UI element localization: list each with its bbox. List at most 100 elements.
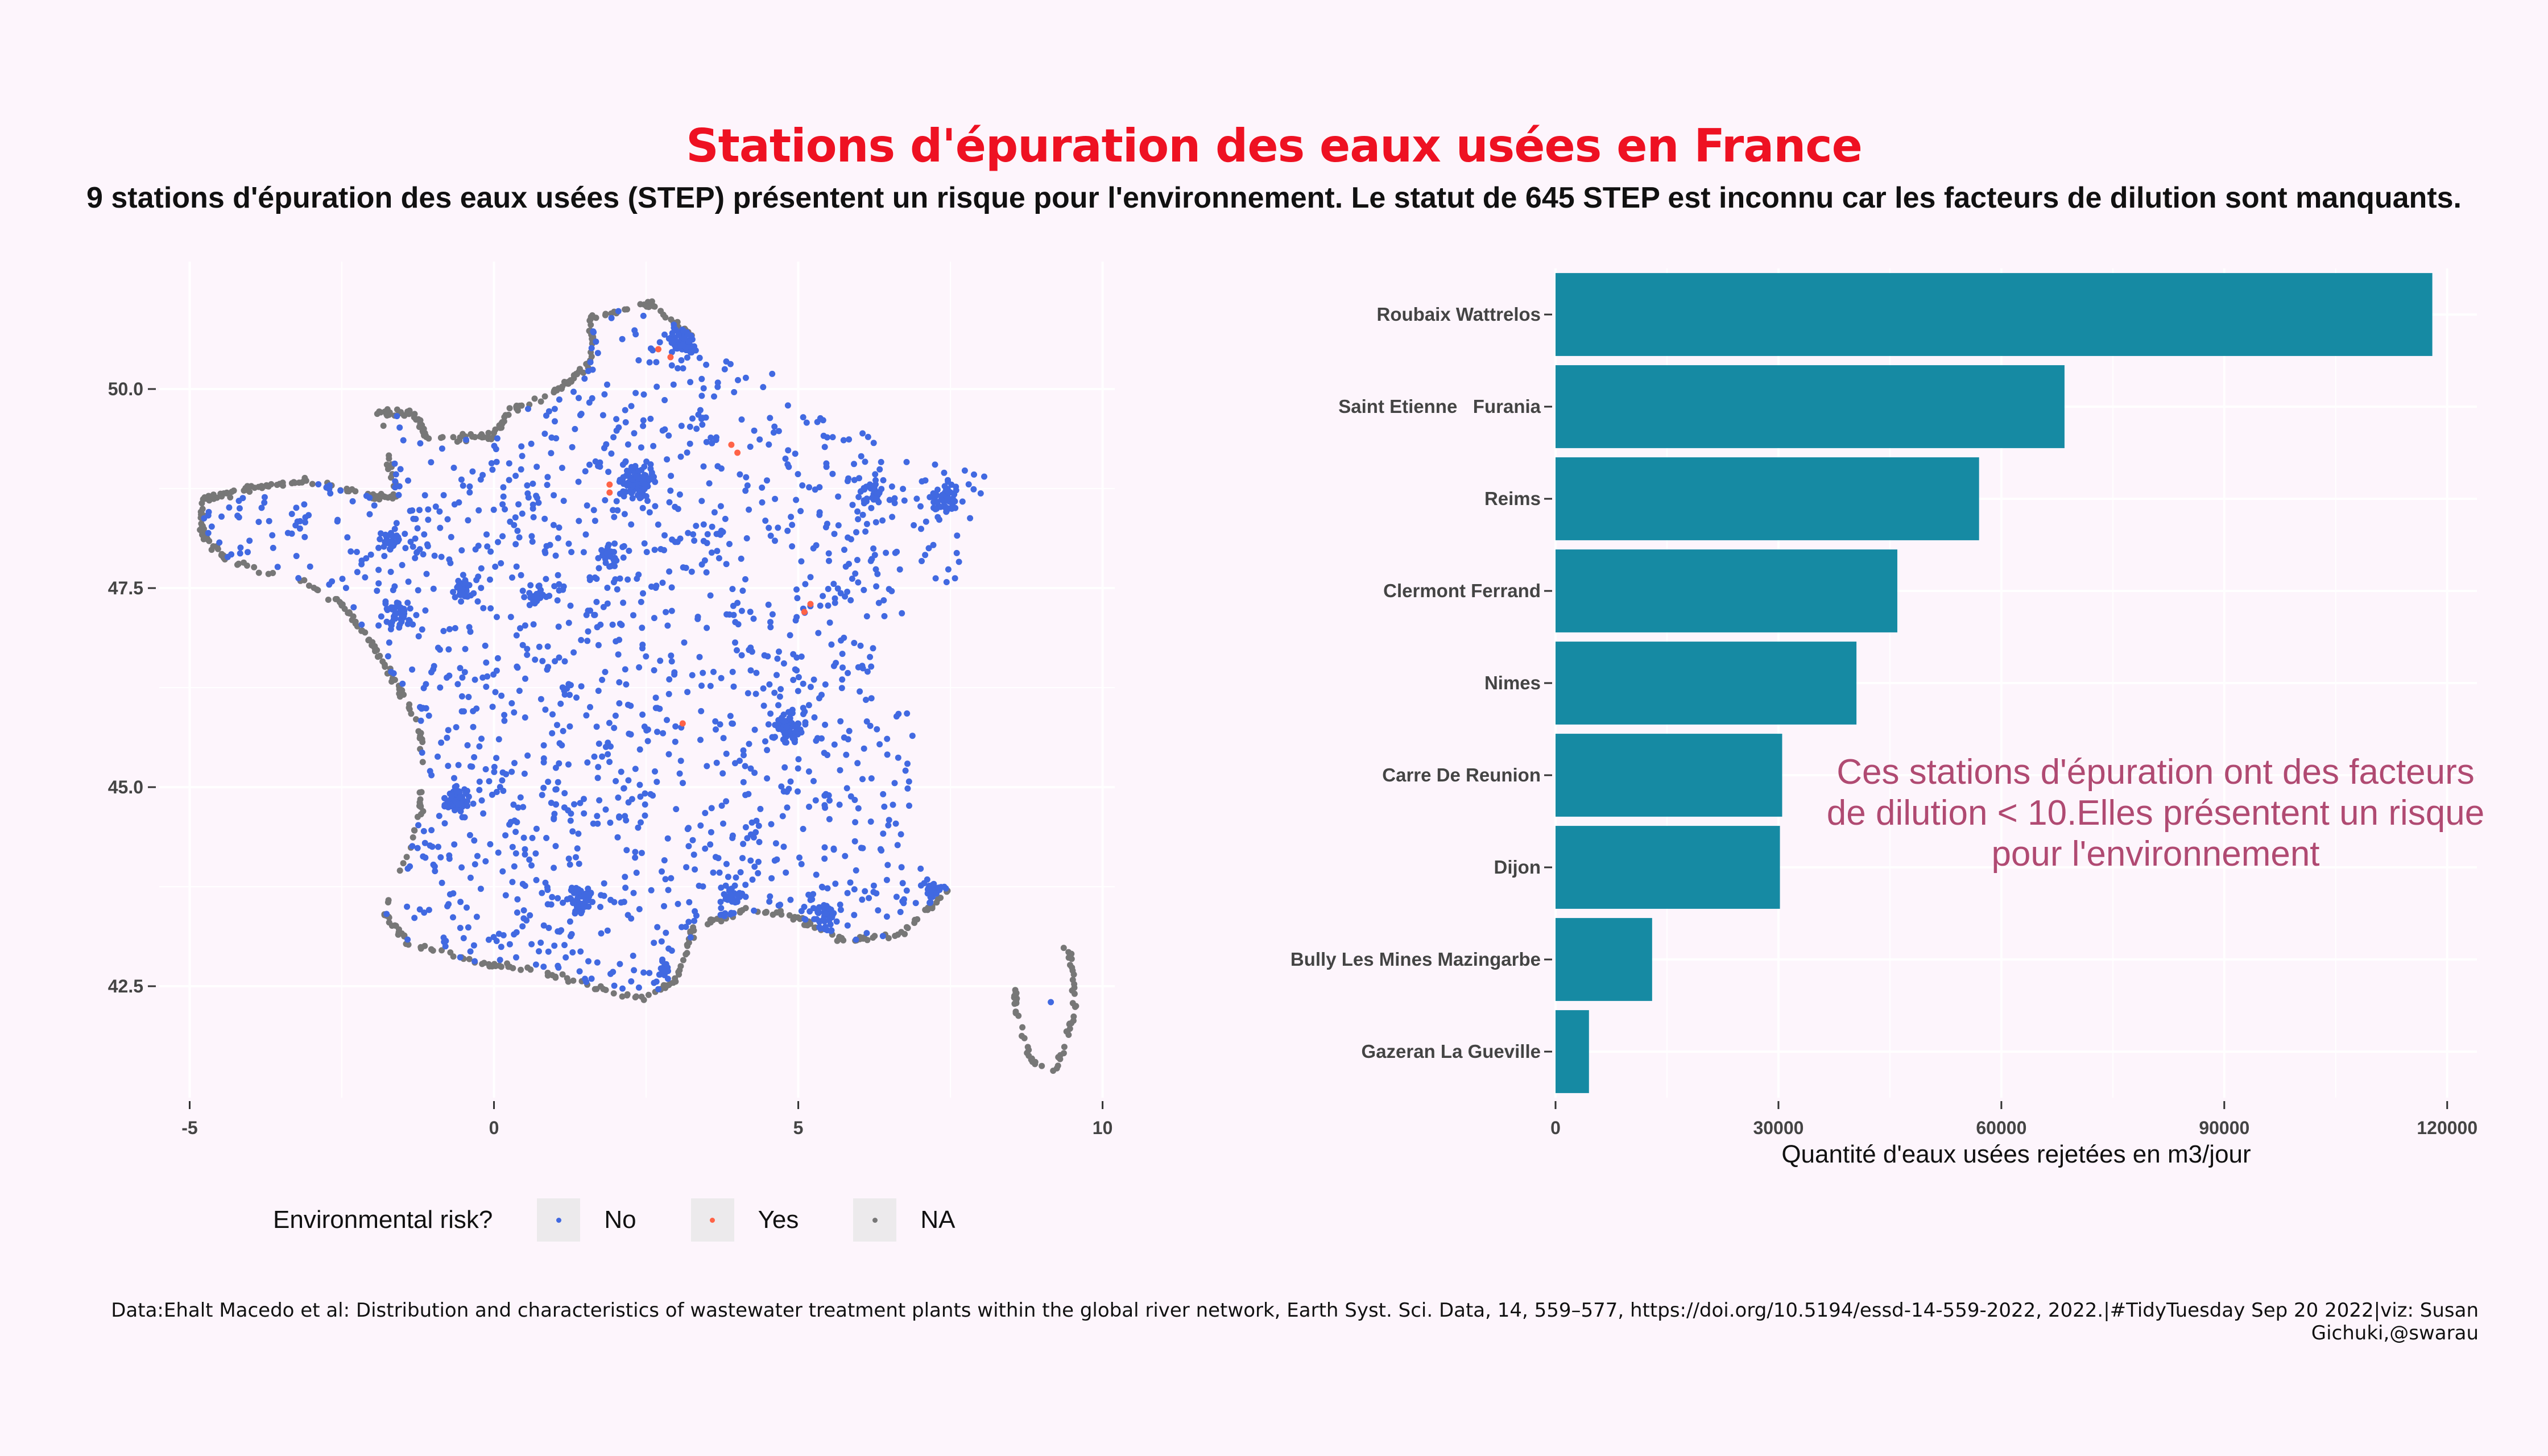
map-point-na (911, 920, 918, 926)
map-point-no (384, 653, 391, 660)
map-point-no (690, 531, 697, 537)
map-point-no (455, 762, 462, 768)
map-point-no (905, 778, 912, 785)
map-point-no (700, 463, 707, 470)
map-point-no (534, 595, 540, 602)
map-point-no (870, 496, 877, 503)
map-point-no (404, 599, 411, 606)
map-point-no (461, 669, 468, 676)
map-point-no (708, 805, 715, 812)
map-point-no (885, 822, 892, 829)
map-point-no (512, 473, 519, 479)
map-point-no (509, 879, 516, 886)
map-point-no (524, 482, 531, 489)
map-point-na (415, 416, 422, 423)
bar-category-label: Gazeran La Gueville (1362, 1041, 1541, 1062)
bar (1556, 734, 1782, 817)
map-point-no (545, 925, 552, 931)
map-point-na (864, 937, 871, 944)
map-point-no (742, 894, 749, 900)
source-caption: Data:Ehalt Macedo et al: Distribution an… (111, 1299, 2479, 1345)
map-point-no (544, 474, 551, 481)
map-point-no (593, 723, 600, 730)
map-point-no (829, 434, 836, 441)
map-point-no (665, 751, 672, 758)
map-point-no (394, 538, 401, 545)
map-point-no (704, 531, 711, 537)
map-point-no (795, 765, 801, 772)
map-point-no (904, 785, 911, 792)
map-point-na (541, 393, 548, 400)
map-point-no (651, 474, 657, 480)
map-point-no (440, 628, 447, 634)
map-point-no (594, 350, 601, 357)
bar (1556, 549, 1897, 632)
map-point-no (561, 942, 568, 949)
map-point-na (210, 491, 217, 498)
map-point-na (299, 479, 305, 486)
map-point-no (750, 615, 757, 622)
map-point-no (637, 793, 644, 800)
map-point-no (624, 576, 631, 583)
map-point-no (738, 652, 745, 659)
map-point-no (704, 624, 710, 631)
map-point-no (764, 477, 770, 484)
map-point-no (519, 510, 526, 517)
map-point-no (790, 677, 797, 683)
map-point-no (629, 482, 636, 489)
map-point-no (677, 758, 684, 764)
map-point-na (439, 947, 445, 954)
map-point-no (572, 910, 578, 917)
map-point-no (668, 584, 675, 591)
map-point-no (581, 375, 588, 382)
map-point-no (610, 507, 617, 514)
map-point-no (462, 579, 469, 586)
map-point-no (464, 803, 471, 809)
map-point-no (473, 705, 480, 712)
map-point-no (431, 663, 437, 669)
map-point-no (494, 655, 501, 661)
map-point-no (684, 449, 690, 456)
map-point-no (555, 623, 562, 630)
map-point-no (821, 844, 828, 851)
map-point-no (612, 712, 619, 719)
map-point-no (708, 435, 714, 441)
map-point-no (532, 656, 539, 663)
map-point-no (565, 855, 572, 862)
map-point-na (345, 488, 352, 495)
map-point-no (457, 665, 464, 672)
map-point-na (396, 867, 403, 874)
map-point-no (868, 695, 875, 702)
map-point-na (622, 306, 628, 313)
map-point-no (237, 544, 244, 551)
map-point-no (292, 522, 299, 529)
map-point-no (455, 577, 462, 584)
map-point-no (827, 921, 834, 928)
map-point-no (772, 840, 779, 847)
map-point-no (559, 465, 565, 471)
map-point-no (837, 590, 844, 597)
map-point-no (617, 575, 623, 582)
map-point-no (517, 794, 524, 801)
map-point-no (402, 531, 408, 537)
map-point-no (744, 690, 751, 697)
map-point-no (471, 861, 478, 868)
map-point-no (584, 759, 591, 766)
map-point-no (375, 544, 382, 551)
map-point-no (953, 483, 959, 490)
map-point-na (577, 366, 583, 373)
map-point-no (738, 555, 744, 562)
map-point-no (409, 507, 416, 514)
map-point-no (395, 491, 402, 498)
map-point-no (446, 855, 453, 862)
map-point-no (874, 726, 880, 733)
map-point-no (807, 684, 814, 690)
map-point-no (457, 925, 464, 931)
map-point-no (864, 668, 871, 675)
map-point-no (767, 619, 774, 626)
map-point-na (235, 560, 242, 567)
map-point-no (619, 461, 626, 468)
map-point-no (576, 518, 582, 524)
map-point-na (384, 462, 391, 469)
map-point-no (552, 418, 558, 425)
